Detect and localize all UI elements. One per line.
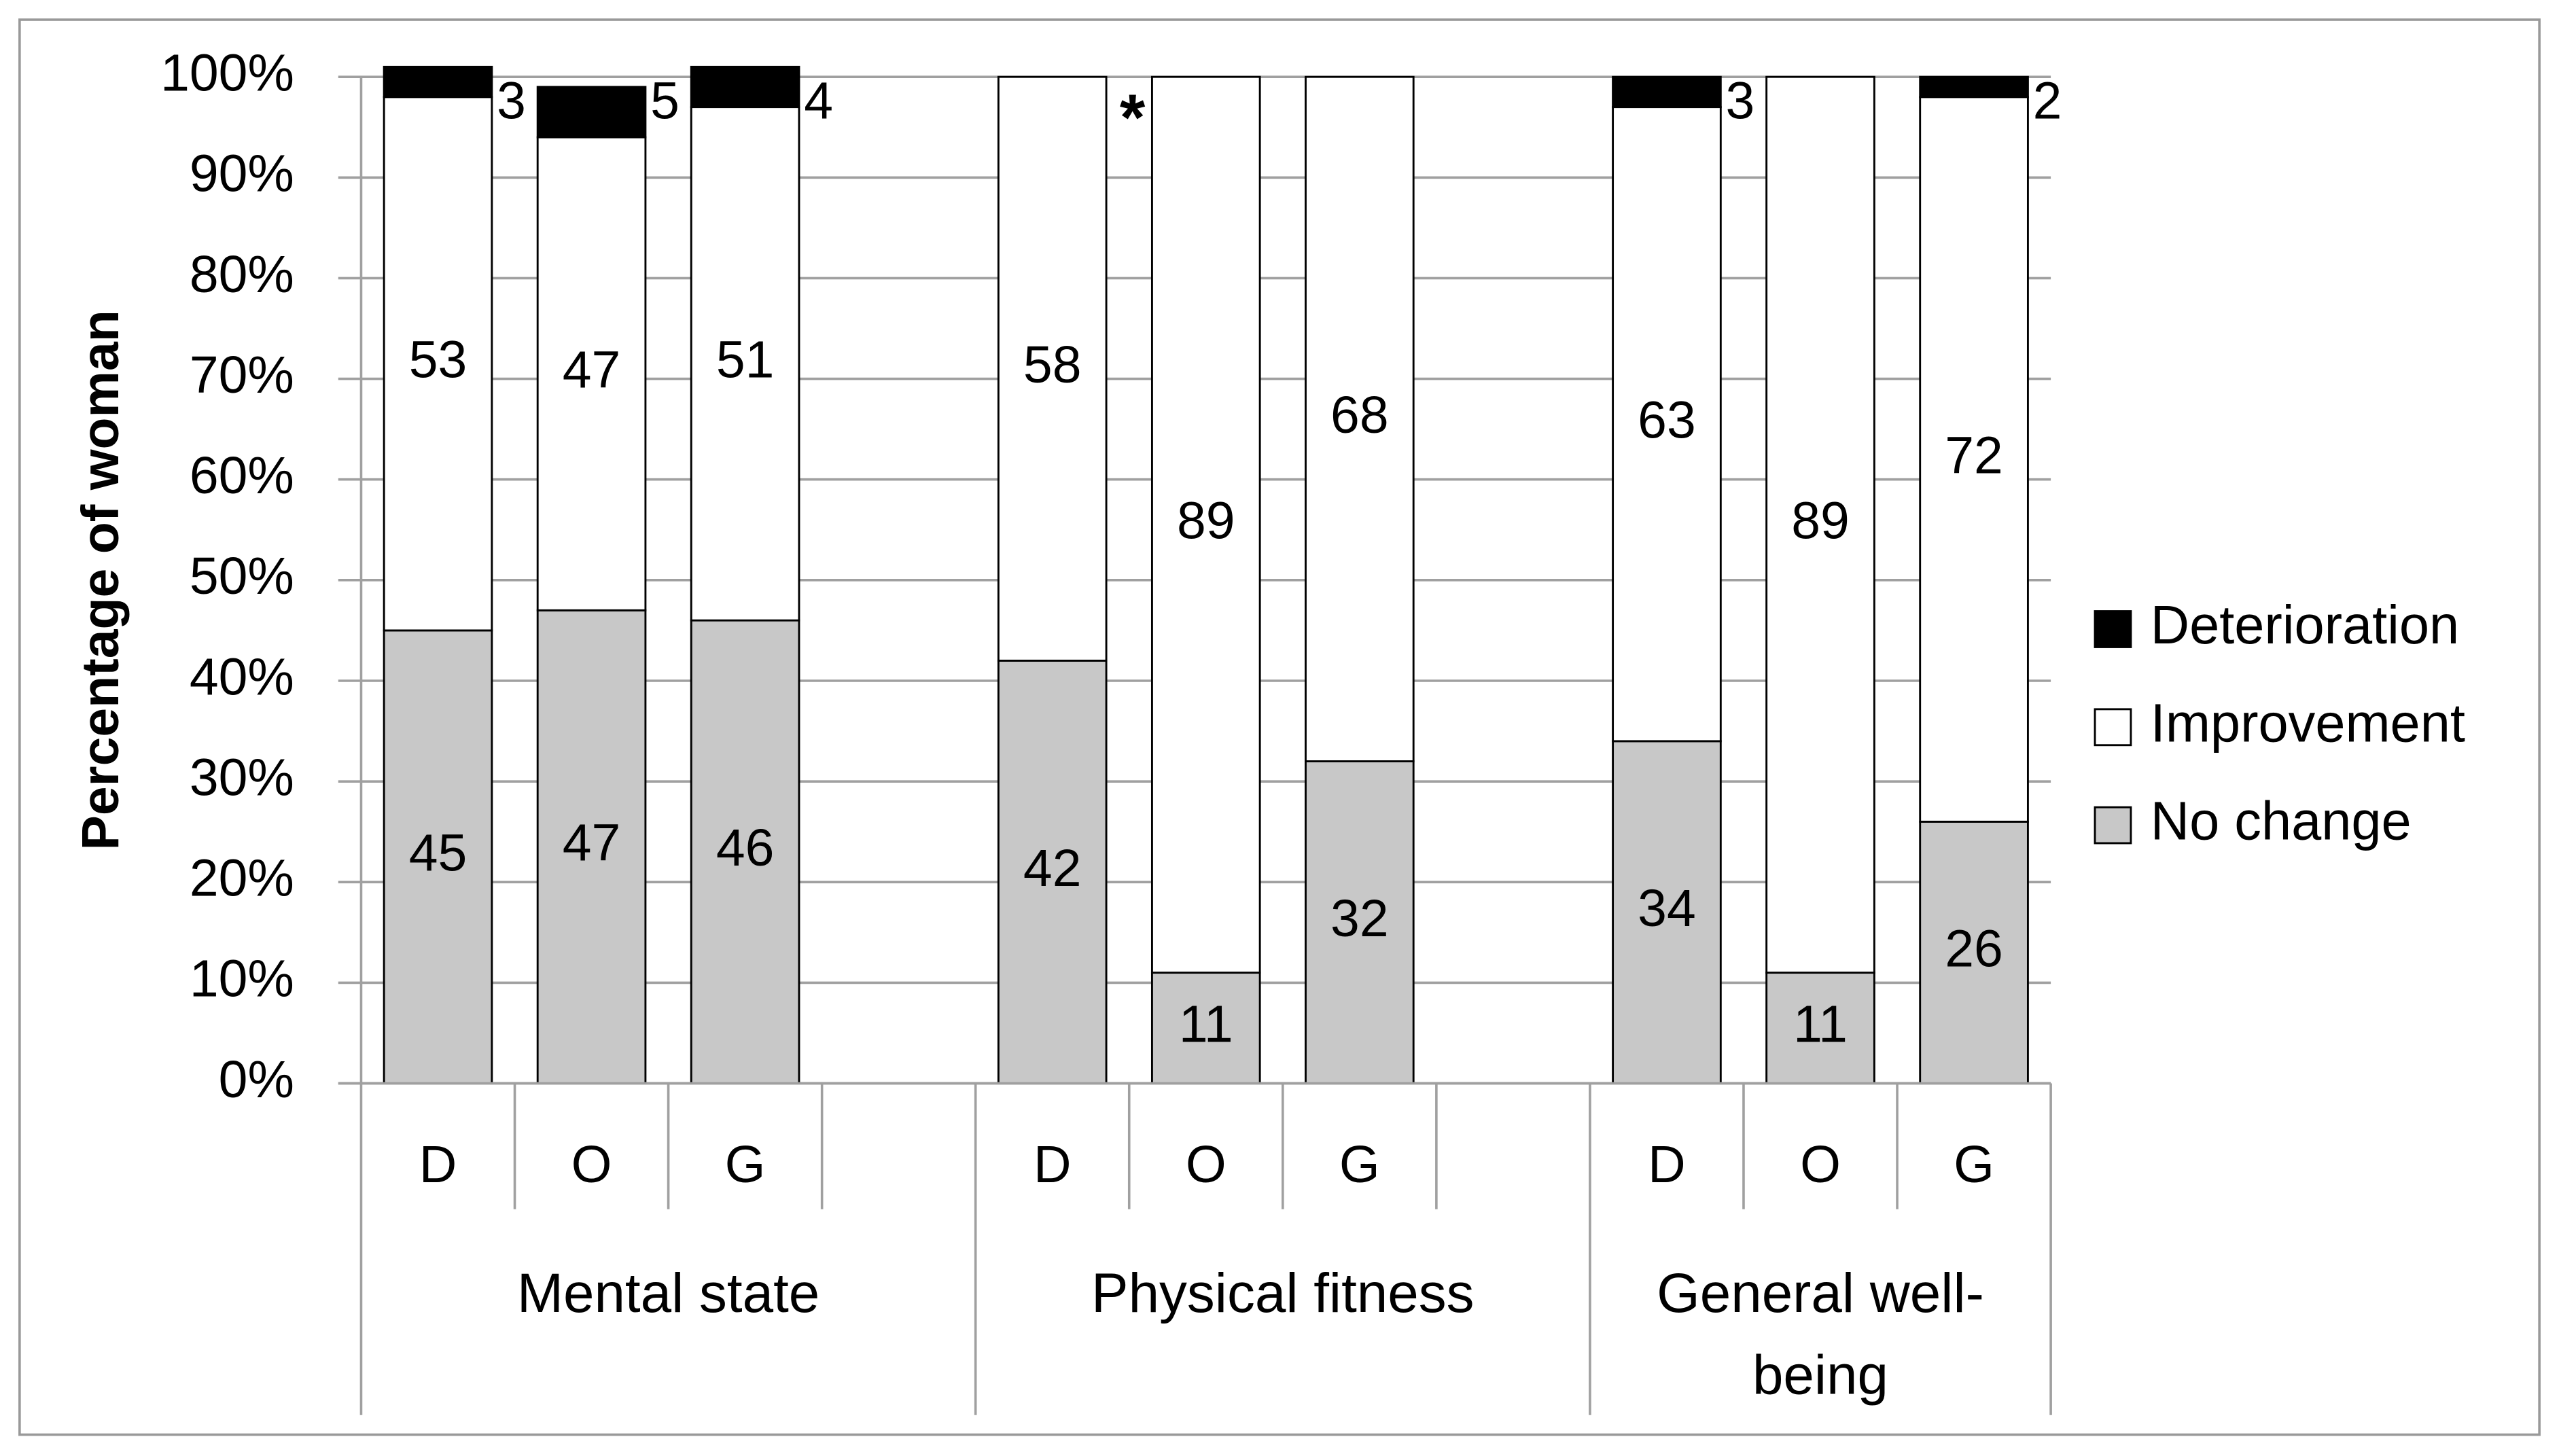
data-label: 47 xyxy=(563,814,621,872)
bar-segment xyxy=(1919,75,2029,99)
data-label: 4 xyxy=(804,71,833,130)
x-tick-label: D xyxy=(1034,1135,1072,1194)
data-label: 68 xyxy=(1330,386,1389,444)
data-label: 42 xyxy=(1023,839,1082,898)
bar-segment xyxy=(997,75,1108,662)
data-label: 5 xyxy=(650,71,680,130)
bar-segment xyxy=(997,659,1108,1084)
y-tick-label: 20% xyxy=(190,849,294,908)
data-label: 11 xyxy=(1793,995,1848,1053)
bar-segment xyxy=(1612,75,1722,109)
bar-segment xyxy=(536,86,647,139)
x-tick-label: G xyxy=(1339,1135,1380,1194)
group-label: Mental state xyxy=(516,1263,820,1326)
bar-segment xyxy=(383,629,493,1084)
data-label: 72 xyxy=(1945,426,2003,484)
legend-label: Deterioration xyxy=(2151,594,2459,655)
y-tick-label: 40% xyxy=(190,647,294,706)
bar-segment xyxy=(1919,96,2029,823)
data-label: 26 xyxy=(1945,919,2003,978)
y-tick-label: 0% xyxy=(219,1050,294,1109)
bar-segment xyxy=(536,609,647,1084)
data-label: 58 xyxy=(1023,336,1082,394)
bar-segment xyxy=(1305,75,1415,762)
data-label: 11 xyxy=(1179,995,1233,1053)
y-tick-label: 70% xyxy=(190,346,294,404)
group-label-box: General well-being xyxy=(1657,1263,1984,1407)
x-tick-label: O xyxy=(1186,1135,1226,1194)
y-tick-label: 90% xyxy=(190,145,294,203)
x-tick-label: O xyxy=(571,1135,612,1194)
x-tick-label: G xyxy=(725,1135,766,1194)
data-label: 34 xyxy=(1638,879,1696,938)
x-tick-label: G xyxy=(1954,1135,1994,1194)
y-tick-label: 100% xyxy=(160,43,294,102)
bar-segment xyxy=(1919,820,2029,1084)
data-label: 89 xyxy=(1177,492,1235,550)
y-tick-label: 50% xyxy=(190,547,294,605)
bar-segment xyxy=(690,106,800,622)
data-label: 45 xyxy=(409,824,467,883)
data-label: 2 xyxy=(2033,71,2062,130)
legend-label: No change xyxy=(2151,791,2412,851)
bar-segment xyxy=(1612,106,1722,743)
group-label-box: Mental state xyxy=(516,1263,820,1326)
y-tick-label: 80% xyxy=(190,245,294,304)
bar-segment xyxy=(690,65,800,109)
bar-segment xyxy=(690,619,800,1084)
data-label: 47 xyxy=(563,341,621,399)
data-label: 53 xyxy=(409,331,467,389)
bar-segment xyxy=(383,65,493,99)
bar-segment xyxy=(1150,75,1261,974)
data-label: 32 xyxy=(1330,889,1389,948)
x-tick-label: O xyxy=(1800,1135,1841,1194)
bar-segment xyxy=(1765,75,1875,974)
data-label: 3 xyxy=(1726,71,1755,130)
data-label: 46 xyxy=(716,819,775,877)
x-tick-label: D xyxy=(1648,1135,1686,1194)
y-tick-label: 30% xyxy=(190,748,294,806)
y-axis-title: Percentage of woman xyxy=(71,310,130,850)
bar-segment xyxy=(1150,972,1261,1084)
bar-segment xyxy=(536,136,647,611)
legend-swatch xyxy=(2094,708,2132,747)
group-label: Physical fitness xyxy=(1091,1263,1475,1326)
bar-segment xyxy=(1612,740,1722,1084)
legend-swatch xyxy=(2094,806,2132,845)
bar-segment xyxy=(1305,760,1415,1084)
annotation: * xyxy=(1120,82,1146,154)
y-tick-label: 60% xyxy=(190,446,294,505)
legend-label: Improvement xyxy=(2151,692,2465,753)
data-label: 63 xyxy=(1638,391,1696,450)
data-label: 3 xyxy=(497,71,526,130)
data-label: 51 xyxy=(716,331,775,389)
legend-swatch xyxy=(2094,610,2132,648)
group-label: General well-being xyxy=(1657,1263,1984,1407)
bar-segment xyxy=(1765,972,1875,1084)
x-tick-label: D xyxy=(419,1135,457,1194)
group-label-box: Physical fitness xyxy=(1091,1263,1475,1326)
data-label: 89 xyxy=(1791,492,1850,550)
y-tick-label: 10% xyxy=(190,950,294,1008)
